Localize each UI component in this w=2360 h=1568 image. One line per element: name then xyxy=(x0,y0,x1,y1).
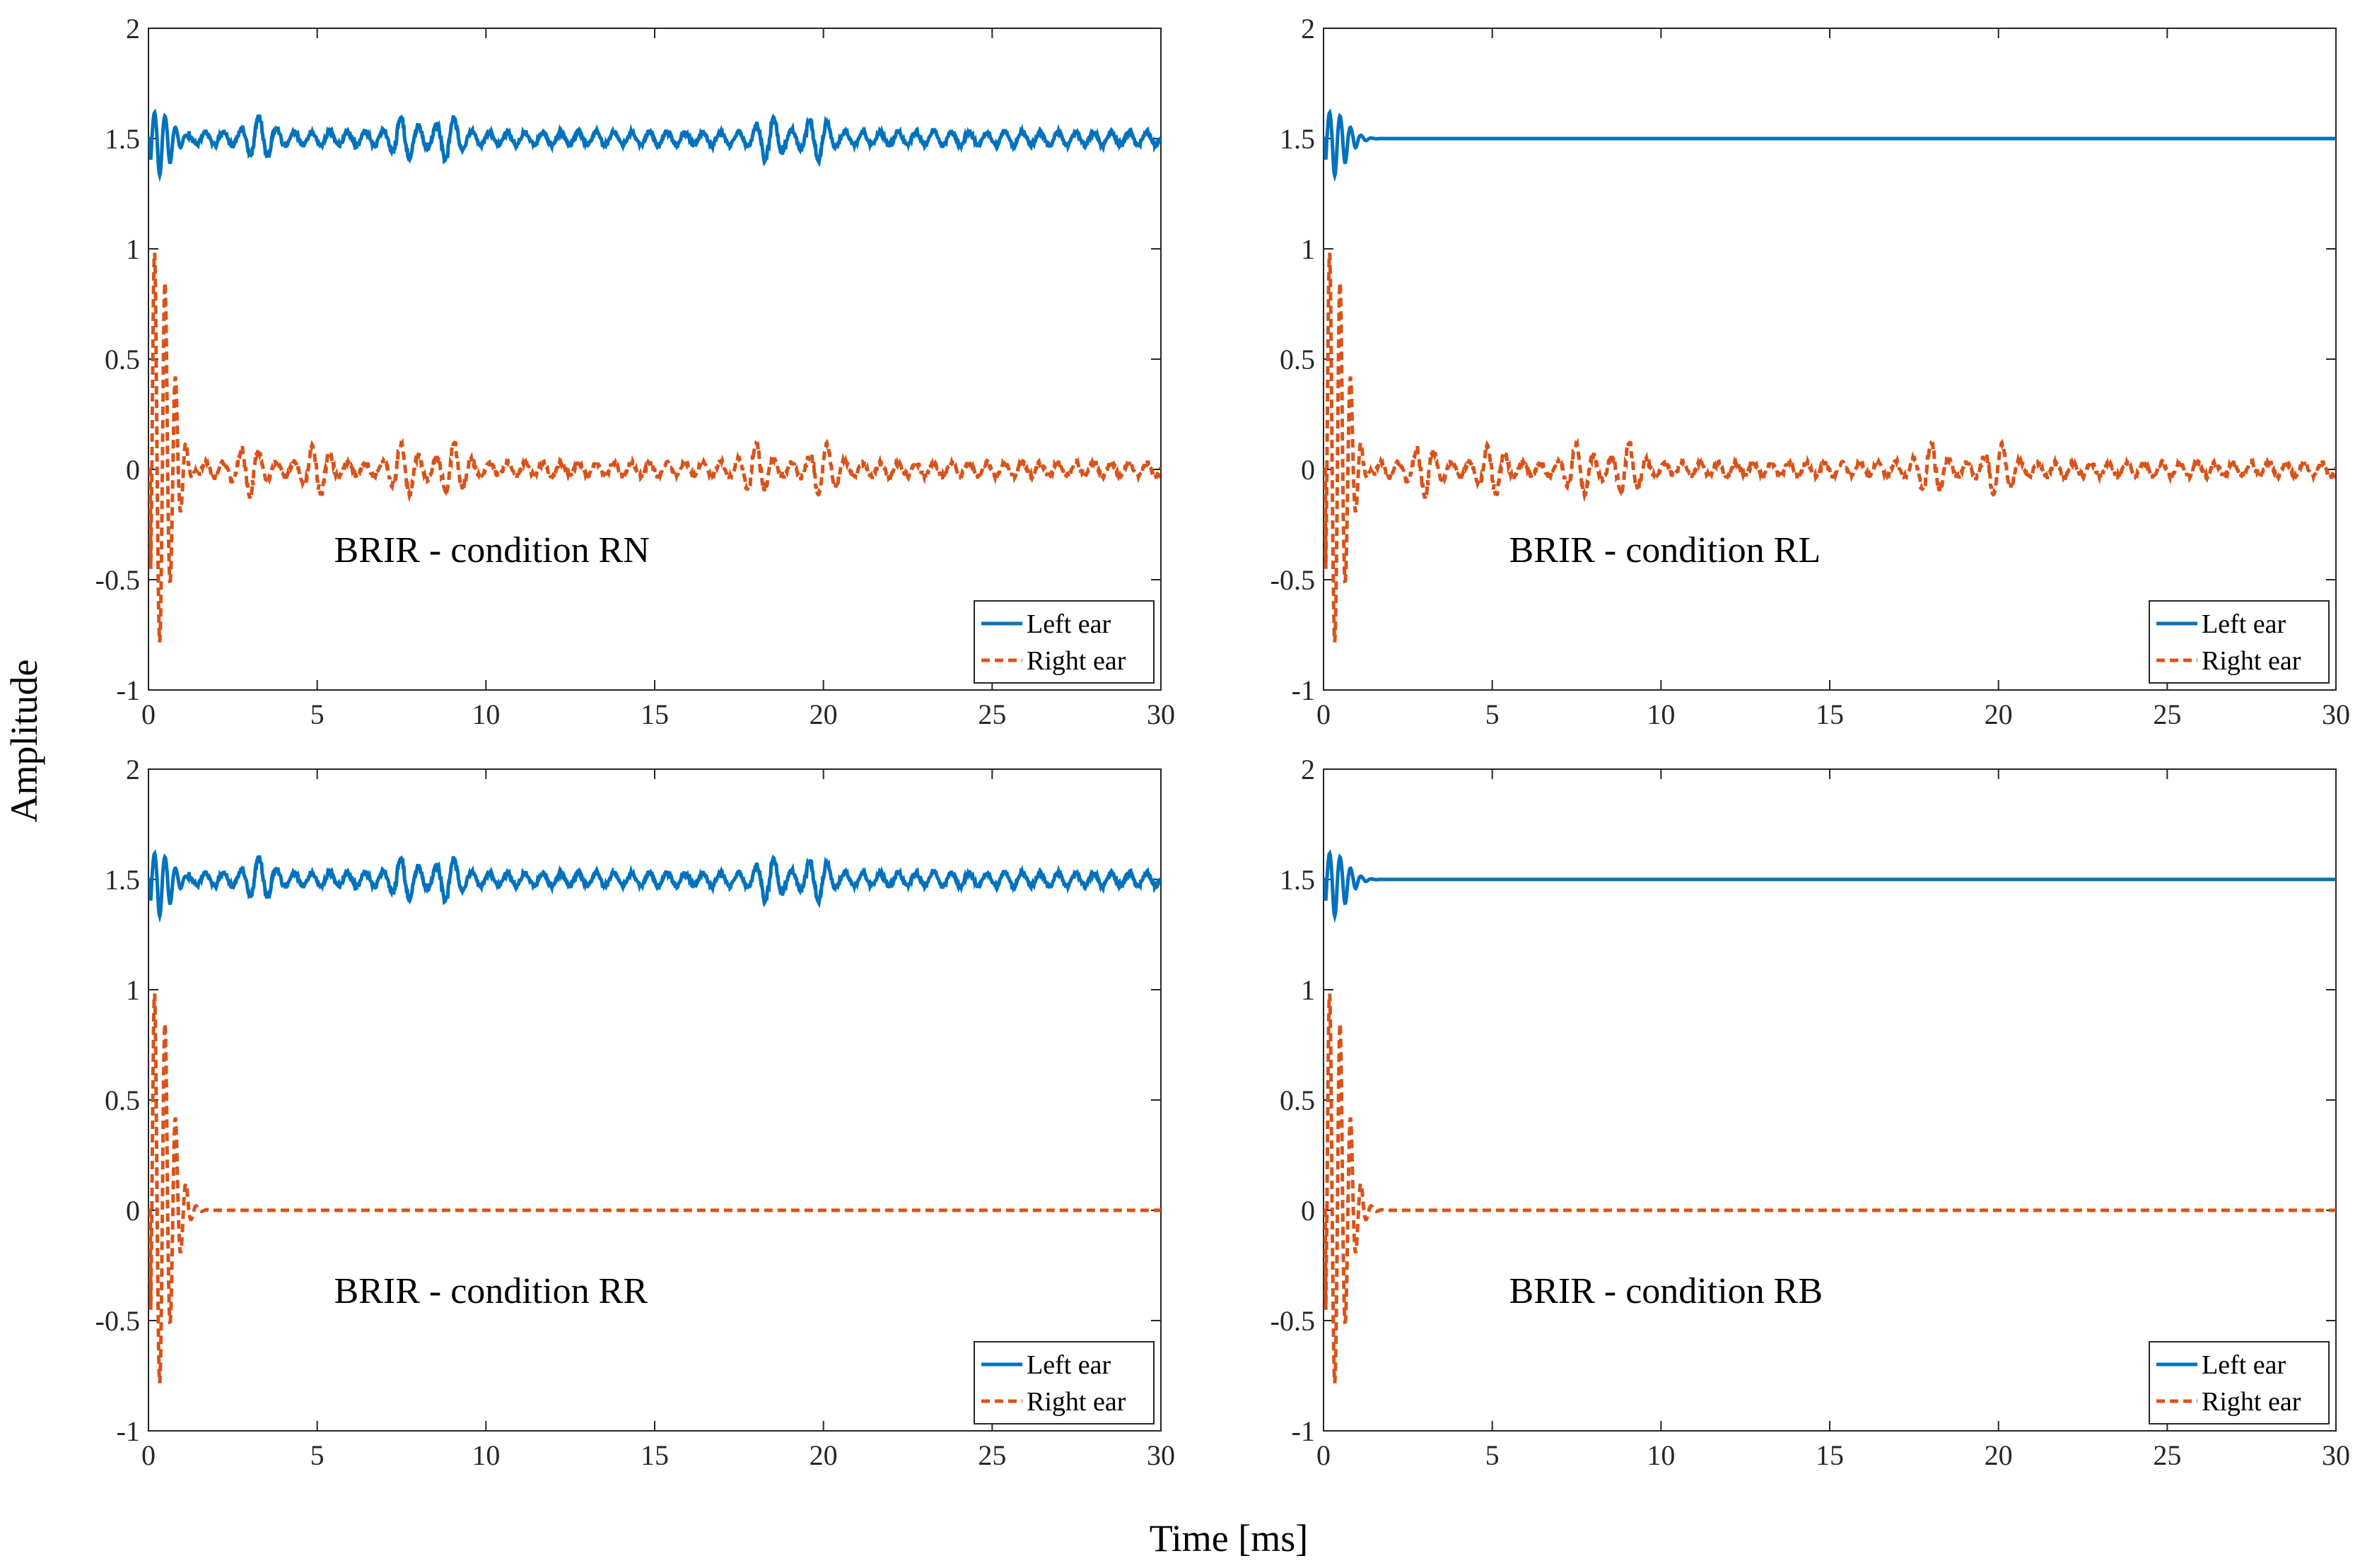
subplot-3: 0 5 10 15 20 25 30 -1 -0.5 0 0.5 1 1.5 2 BRIR - condit… xyxy=(95,754,1175,1471)
x-tick-label: 15 xyxy=(1816,1439,1844,1471)
y-tick-label: 2 xyxy=(126,13,140,45)
left-ear-series-line xyxy=(1324,849,2336,923)
legend-left-ear-label: Left ear xyxy=(1027,609,1111,639)
subplot-2: 0 5 10 15 20 25 30 -1 -0.5 0 0.5 1 1.5 2 BRIR - condit… xyxy=(1270,13,2350,730)
condition-annotation: BRIR - condition RN xyxy=(334,530,650,571)
legend-box xyxy=(974,600,1155,684)
y-tick-label: 0 xyxy=(1301,1195,1315,1227)
x-tick-label: 0 xyxy=(1316,1439,1331,1471)
y-tick-label: 0.5 xyxy=(1280,344,1315,375)
y-tick-label: 1 xyxy=(1301,974,1315,1006)
y-tick-label: 1.5 xyxy=(105,123,140,155)
x-tick-label: 5 xyxy=(310,698,325,730)
y-tick-label: 0 xyxy=(126,1195,140,1227)
x-tick-label: 5 xyxy=(1485,1439,1500,1471)
y-tick-label: 0 xyxy=(126,454,140,486)
x-tick-label: 15 xyxy=(641,698,669,730)
right-ear-series-line xyxy=(148,252,1161,643)
condition-annotation: BRIR - condition RL xyxy=(1509,530,1821,571)
x-tick-label: 20 xyxy=(810,698,838,730)
x-tick-label: 10 xyxy=(1647,698,1675,730)
legend: Left ear Right ear xyxy=(974,600,1155,684)
subplot-1: 0 5 10 15 20 25 30 -1 -0.5 0 0.5 1 1.5 2 BRIR - condit… xyxy=(95,13,1175,730)
y-tick-label: 0.5 xyxy=(1280,1084,1315,1116)
x-tick-label: 20 xyxy=(1985,1439,2013,1471)
legend-right-ear-label: Right ear xyxy=(1027,1387,1126,1417)
x-tick-label: 25 xyxy=(2153,1439,2181,1471)
legend-box xyxy=(2149,1341,2330,1424)
y-tick-label: 1.5 xyxy=(105,864,140,896)
left-ear-series-line xyxy=(148,108,1161,182)
x-tick-label: 25 xyxy=(978,698,1006,730)
x-tick-label: 5 xyxy=(1485,698,1500,730)
x-tick-label: 30 xyxy=(2322,1439,2350,1471)
y-tick-label: 2 xyxy=(1301,13,1315,45)
condition-annotation: BRIR - condition RR xyxy=(334,1271,648,1311)
axes-box xyxy=(148,768,1162,1432)
x-tick-label: 30 xyxy=(2322,698,2350,730)
y-tick-label: 0.5 xyxy=(105,344,140,375)
x-tick-label: 20 xyxy=(810,1439,838,1471)
x-tick-label: 5 xyxy=(310,1439,325,1471)
y-tick-label: -1 xyxy=(117,674,140,706)
y-tick-label: -0.5 xyxy=(95,1305,140,1337)
y-tick-label: 1.5 xyxy=(1280,123,1315,155)
legend-right-ear-label: Right ear xyxy=(2202,1387,2301,1417)
y-tick-label: 1 xyxy=(126,233,140,265)
y-tick-label: 0.5 xyxy=(105,1084,140,1116)
y-tick-label: -0.5 xyxy=(1270,564,1315,596)
subplot-4: 0 5 10 15 20 25 30 -1 -0.5 0 0.5 1 1.5 2 BRIR - condit… xyxy=(1270,754,2350,1471)
y-tick-label: -1 xyxy=(1292,674,1315,706)
y-tick-label: -0.5 xyxy=(1270,1305,1315,1337)
legend-left-ear-label: Left ear xyxy=(2202,609,2286,639)
x-tick-label: 15 xyxy=(641,1439,669,1471)
x-tick-label: 10 xyxy=(1647,1439,1675,1471)
y-tick-label: 2 xyxy=(126,754,140,785)
y-tick-label: 1.5 xyxy=(1280,864,1315,896)
x-tick-label: 30 xyxy=(1147,1439,1175,1471)
y-tick-label: 2 xyxy=(1301,754,1315,785)
y-tick-label: 0 xyxy=(1301,454,1315,486)
y-tick-label: -1 xyxy=(117,1415,140,1447)
x-tick-label: 20 xyxy=(1985,698,2013,730)
x-axis-label: Time [ms] xyxy=(1150,1517,1309,1560)
left-ear-series-line xyxy=(1324,108,2336,182)
legend-left-ear-label: Left ear xyxy=(2202,1350,2286,1380)
x-tick-label: 10 xyxy=(472,1439,500,1471)
y-tick-label: 1 xyxy=(1301,233,1315,265)
legend: Left ear Right ear xyxy=(974,1341,1155,1424)
legend: Left ear Right ear xyxy=(2149,600,2330,684)
y-axis-label: Amplitude xyxy=(3,660,45,823)
legend-box xyxy=(2149,600,2330,684)
x-tick-label: 15 xyxy=(1816,698,1844,730)
condition-annotation: BRIR - condition RB xyxy=(1509,1271,1823,1311)
x-tick-label: 0 xyxy=(1316,698,1331,730)
axes-box xyxy=(1323,28,2337,691)
legend-right-ear-label: Right ear xyxy=(2202,646,2301,676)
x-tick-label: 30 xyxy=(1147,698,1175,730)
y-tick-label: 1 xyxy=(126,974,140,1006)
legend-left-ear-label: Left ear xyxy=(1027,1350,1111,1380)
y-tick-label: -0.5 xyxy=(95,564,140,596)
right-ear-series-line xyxy=(1324,252,2336,643)
legend-box xyxy=(974,1341,1155,1424)
x-tick-label: 0 xyxy=(141,698,156,730)
legend-right-ear-label: Right ear xyxy=(1027,646,1126,676)
x-tick-label: 25 xyxy=(978,1439,1006,1471)
y-tick-label: -1 xyxy=(1292,1415,1315,1447)
x-tick-label: 25 xyxy=(2153,698,2181,730)
x-tick-label: 10 xyxy=(472,698,500,730)
x-tick-label: 0 xyxy=(141,1439,156,1471)
legend: Left ear Right ear xyxy=(2149,1341,2330,1424)
axes-box xyxy=(1323,768,2337,1432)
axes-box xyxy=(148,28,1162,691)
left-ear-series-line xyxy=(148,849,1161,923)
